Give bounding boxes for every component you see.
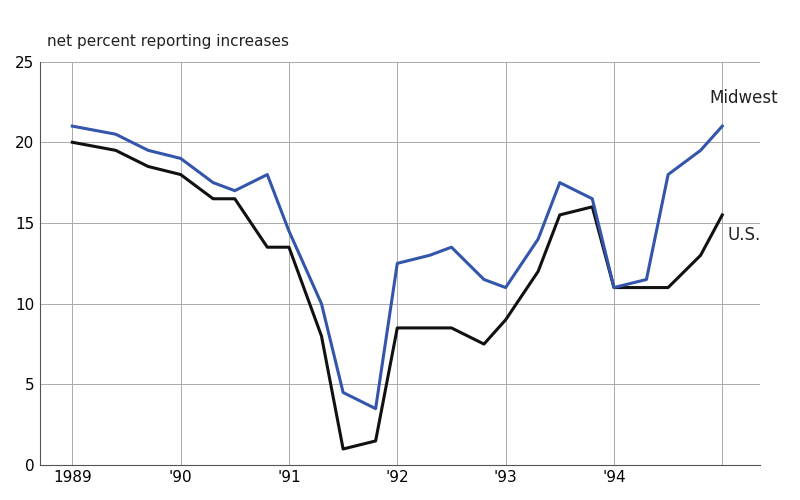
- Text: net percent reporting increases: net percent reporting increases: [47, 34, 289, 50]
- Text: Midwest: Midwest: [710, 89, 778, 107]
- Text: U.S.: U.S.: [728, 226, 761, 244]
